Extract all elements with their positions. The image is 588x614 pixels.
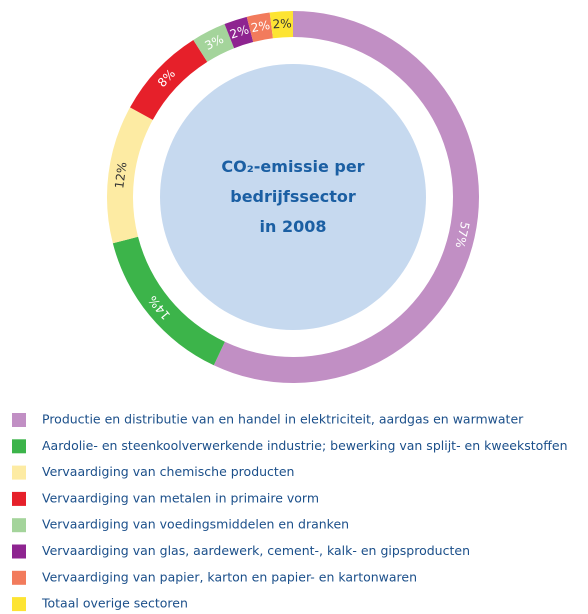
donut-segment xyxy=(246,12,273,43)
title-line: bedrijfssector xyxy=(230,187,356,206)
chart-title: CO₂-emissie per bedrijfssector in 2008 xyxy=(163,152,423,242)
donut-segment xyxy=(193,24,235,62)
value-label: 2% xyxy=(272,16,292,31)
legend-label: Vervaardiging van chemische producten xyxy=(42,464,294,479)
value-label: 2% xyxy=(250,18,271,35)
legend-swatch xyxy=(12,491,26,506)
legend-label: Productie en distributie van en handel i… xyxy=(42,412,524,427)
donut-segment xyxy=(130,39,208,120)
legend-label: Vervaardiging van glas, aardewerk, cemen… xyxy=(42,543,470,558)
legend-label: Vervaardiging van voedingsmiddelen en dr… xyxy=(42,517,349,532)
legend-swatch xyxy=(12,439,26,454)
title-line: in 2008 xyxy=(259,217,327,236)
legend-label: Aardolie- en steenkoolverwerkende indust… xyxy=(42,438,568,453)
legend-swatch xyxy=(12,597,26,612)
legend-swatch xyxy=(12,465,26,480)
title-line: CO₂-emissie per xyxy=(221,157,365,176)
donut-segment xyxy=(112,236,225,366)
donut-segment xyxy=(224,16,254,49)
value-label: 57% xyxy=(453,220,472,249)
value-label: 12% xyxy=(112,161,129,189)
legend-swatch xyxy=(12,413,26,427)
donut-segment xyxy=(107,107,153,244)
center-disc xyxy=(160,64,426,330)
legend-label: Vervaardiging van papier, karton en papi… xyxy=(42,569,417,584)
legend-label: Vervaardiging van metalen in primaire vo… xyxy=(42,490,319,505)
value-label: 2% xyxy=(228,22,250,41)
legend-label: Totaal overige sectoren xyxy=(41,596,188,611)
donut-segment xyxy=(269,11,293,39)
legend-swatch xyxy=(12,544,26,559)
legend-swatch xyxy=(12,570,26,585)
legend-swatch xyxy=(12,518,26,533)
